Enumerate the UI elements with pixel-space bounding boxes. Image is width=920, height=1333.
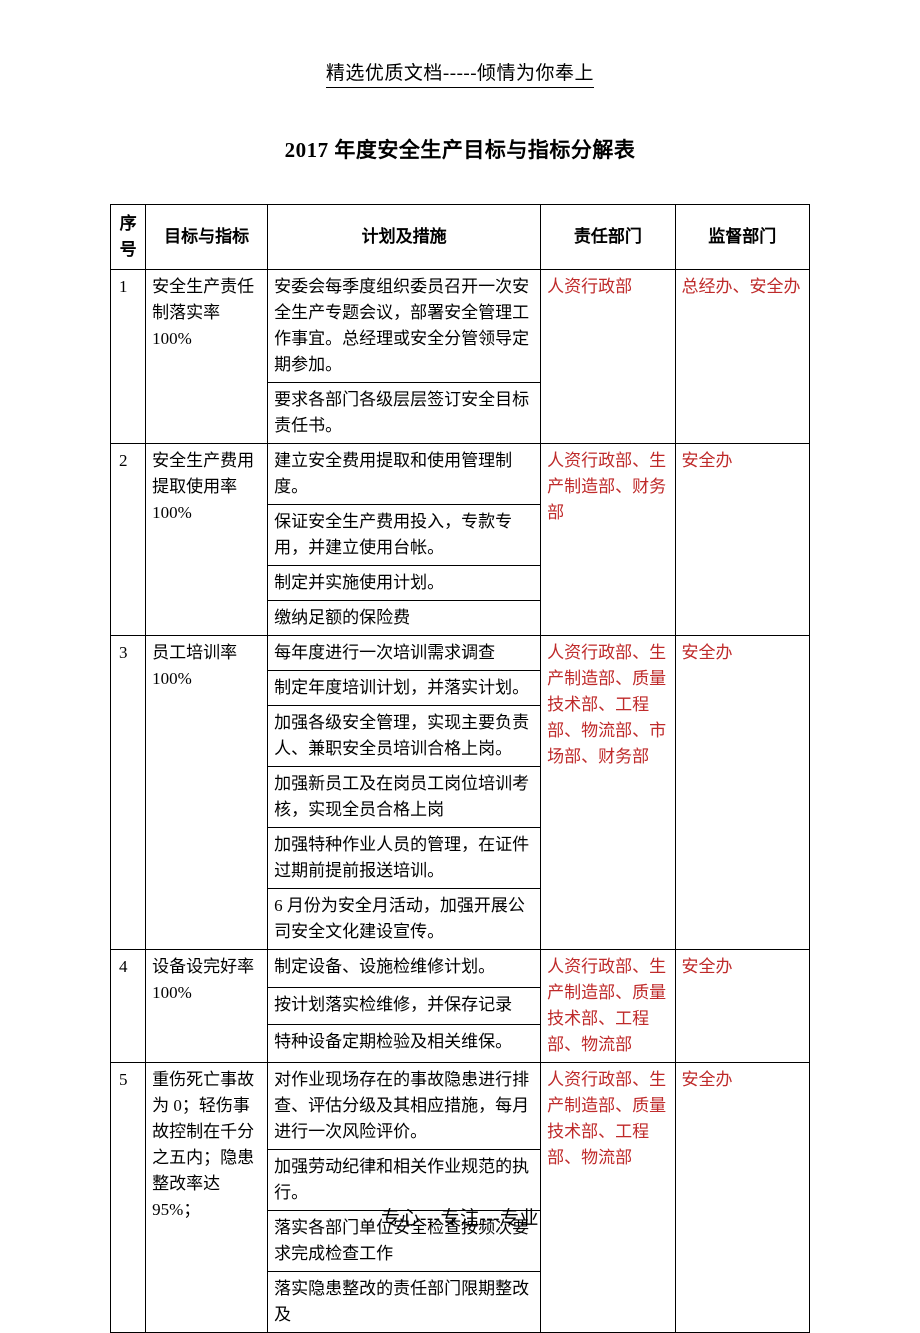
seq-cell: 4	[111, 950, 146, 1063]
table-body: 1 安全生产责任制落实率 100% 安委会每季度组织委员召开一次安全生产专题会议…	[111, 270, 810, 1333]
plan-cell: 加强新员工及在岗员工岗位培训考核，实现全员合格上岗	[268, 767, 541, 828]
th-sup: 监督部门	[675, 205, 809, 270]
sup-cell: 安全办	[675, 636, 809, 950]
plan-cell: 6 月份为安全月活动，加强开展公司安全文化建设宣传。	[268, 889, 541, 950]
table-row: 2 安全生产费用提取使用率100% 建立安全费用提取和使用管理制度。 人资行政部…	[111, 444, 810, 505]
resp-cell: 人资行政部、生产制造部、质量技术部、工程部、物流部	[541, 950, 675, 1063]
resp-cell: 人资行政部、生产制造部、质量技术部、工程部、物流部、市场部、财务部	[541, 636, 675, 950]
table-row: 1 安全生产责任制落实率 100% 安委会每季度组织委员召开一次安全生产专题会议…	[111, 270, 810, 383]
resp-cell: 人资行政部、生产制造部、财务部	[541, 444, 675, 636]
seq-cell: 1	[111, 270, 146, 444]
page-header: 精选优质文档-----倾情为你奉上	[0, 0, 920, 88]
page-footer: 专心---专注---专业	[0, 1203, 920, 1230]
plan-cell: 缴纳足额的保险费	[268, 601, 541, 636]
plan-cell: 按计划落实检维修，并保存记录	[268, 987, 541, 1025]
plan-cell: 落实隐患整改的责任部门限期整改及	[268, 1272, 541, 1333]
plan-cell: 安委会每季度组织委员召开一次安全生产专题会议，部署安全管理工作事宜。总经理或安全…	[268, 270, 541, 383]
plan-cell: 对作业现场存在的事故隐患进行排查、评估分级及其相应措施，每月进行一次风险评价。	[268, 1063, 541, 1150]
plan-cell: 建立安全费用提取和使用管理制度。	[268, 444, 541, 505]
target-cell: 设备设完好率100%	[146, 950, 268, 1063]
plan-cell: 加强各级安全管理，实现主要负责人、兼职安全员培训合格上岗。	[268, 706, 541, 767]
main-table: 序号 目标与指标 计划及措施 责任部门 监督部门 1 安全生产责任制落实率 10…	[110, 204, 810, 1333]
th-resp: 责任部门	[541, 205, 675, 270]
plan-cell: 要求各部门各级层层签订安全目标责任书。	[268, 383, 541, 444]
target-cell: 重伤死亡事故为 0；轻伤事故控制在千分之五内；隐患整改率达95%；	[146, 1063, 268, 1333]
table-row: 4 设备设完好率100% 制定设备、设施检维修计划。 人资行政部、生产制造部、质…	[111, 950, 810, 988]
table-row: 5 重伤死亡事故为 0；轻伤事故控制在千分之五内；隐患整改率达95%； 对作业现…	[111, 1063, 810, 1150]
sup-cell: 安全办	[675, 1063, 809, 1333]
table-row: 3 员工培训率100% 每年度进行一次培训需求调查 人资行政部、生产制造部、质量…	[111, 636, 810, 671]
seq-cell: 2	[111, 444, 146, 636]
resp-cell: 人资行政部、生产制造部、质量技术部、工程部、物流部	[541, 1063, 675, 1333]
plan-cell: 特种设备定期检验及相关维保。	[268, 1025, 541, 1063]
th-seq: 序号	[111, 205, 146, 270]
plan-cell: 制定年度培训计划，并落实计划。	[268, 671, 541, 706]
sup-cell: 安全办	[675, 444, 809, 636]
sup-cell: 安全办	[675, 950, 809, 1063]
seq-cell: 3	[111, 636, 146, 950]
target-cell: 员工培训率100%	[146, 636, 268, 950]
plan-cell: 制定并实施使用计划。	[268, 566, 541, 601]
target-cell: 安全生产责任制落实率 100%	[146, 270, 268, 444]
table-wrap: 序号 目标与指标 计划及措施 责任部门 监督部门 1 安全生产责任制落实率 10…	[110, 204, 810, 1333]
page-title: 2017 年度安全生产目标与指标分解表	[0, 134, 920, 164]
resp-cell: 人资行政部	[541, 270, 675, 444]
plan-cell: 制定设备、设施检维修计划。	[268, 950, 541, 988]
plan-cell: 保证安全生产费用投入，专款专用，并建立使用台帐。	[268, 505, 541, 566]
seq-cell: 5	[111, 1063, 146, 1333]
plan-cell: 加强劳动纪律和相关作业规范的执行。	[268, 1150, 541, 1211]
th-target: 目标与指标	[146, 205, 268, 270]
th-plan: 计划及措施	[268, 205, 541, 270]
target-cell: 安全生产费用提取使用率100%	[146, 444, 268, 636]
plan-cell: 加强特种作业人员的管理，在证件过期前提前报送培训。	[268, 828, 541, 889]
header-text: 精选优质文档-----倾情为你奉上	[326, 58, 594, 88]
sup-cell: 总经办、安全办	[675, 270, 809, 444]
table-header-row: 序号 目标与指标 计划及措施 责任部门 监督部门	[111, 205, 810, 270]
plan-cell: 每年度进行一次培训需求调查	[268, 636, 541, 671]
